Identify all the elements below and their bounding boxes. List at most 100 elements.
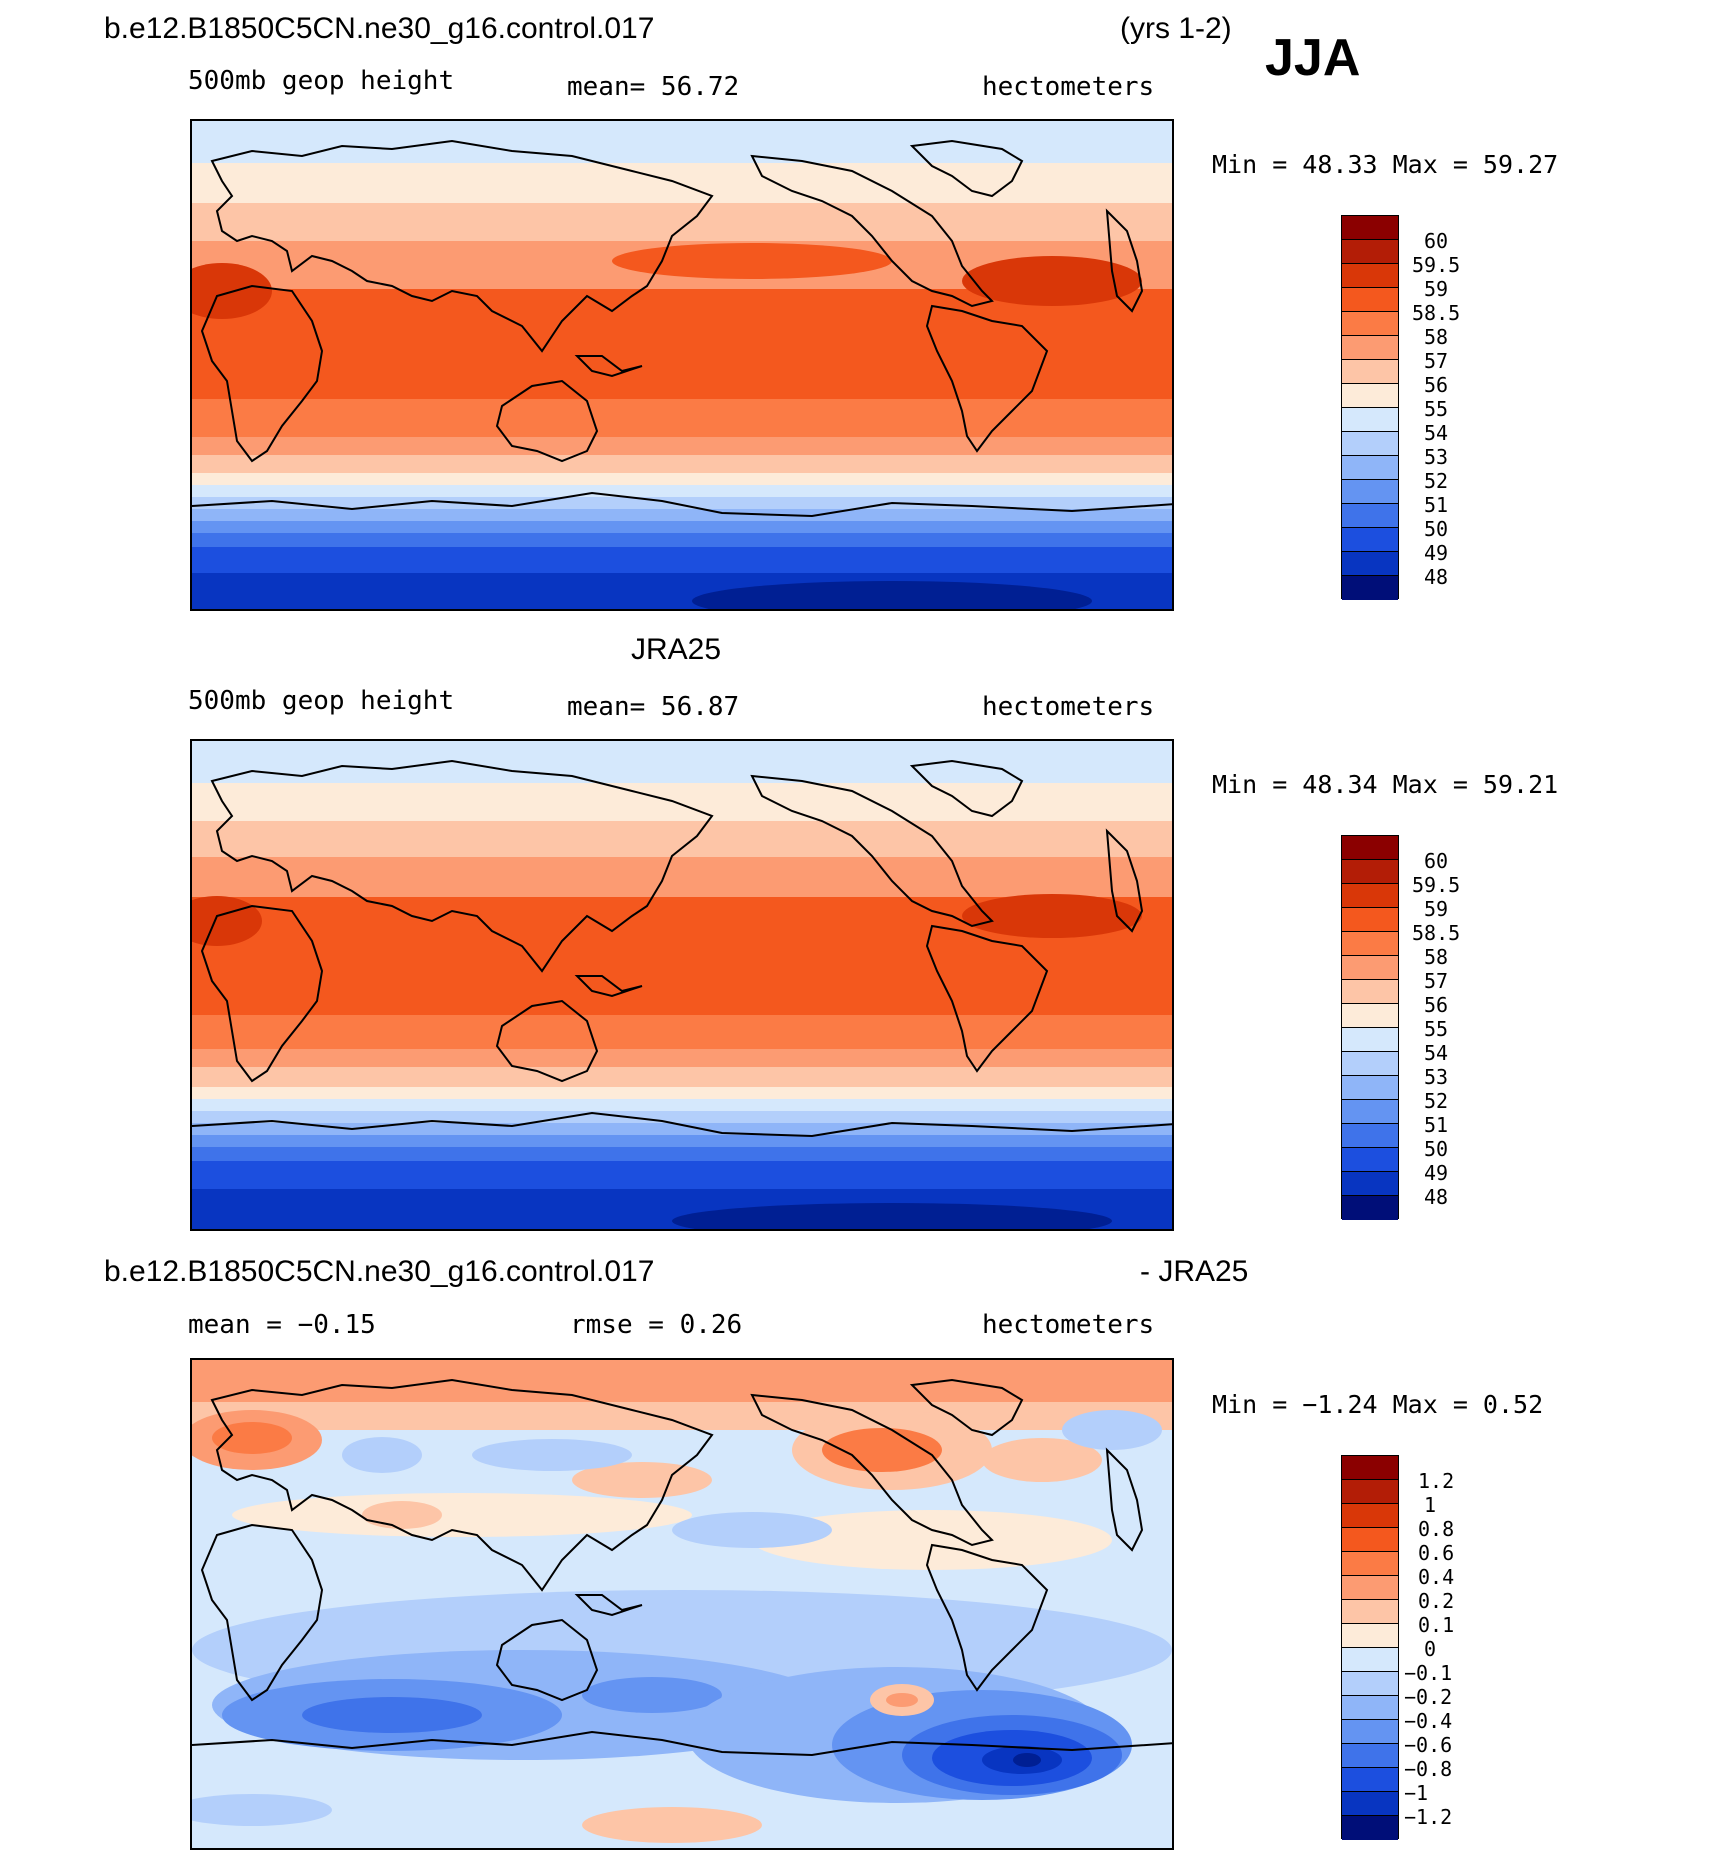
colorbar-swatch: [1342, 312, 1398, 336]
band: [192, 857, 1172, 897]
colorbar-swatch: [1342, 1816, 1398, 1840]
high-center: [692, 581, 1092, 609]
anomaly: [582, 1677, 722, 1713]
band: [192, 497, 1172, 509]
colorbar-swatch: [1342, 932, 1398, 956]
colorbar-label: 48: [1424, 565, 1449, 589]
anomaly: [672, 1512, 832, 1548]
colorbar-label: 53: [1424, 1065, 1449, 1089]
anomaly: [982, 1438, 1102, 1482]
panel2-colorbar: [1341, 835, 1399, 1220]
case-title: b.e12.B1850C5CN.ne30_g16.control.017: [104, 12, 655, 45]
band: [192, 399, 1172, 437]
band: [192, 741, 1172, 783]
colorbar-label: 0: [1424, 1637, 1437, 1661]
colorbar-label: −1.2: [1404, 1805, 1453, 1829]
colorbar-label: 52: [1424, 469, 1449, 493]
colorbar-swatch: [1342, 1004, 1398, 1028]
colorbar-swatch: [1342, 860, 1398, 884]
band: [192, 509, 1172, 521]
band: [192, 783, 1172, 821]
panel1-map: [190, 119, 1174, 611]
panel3-colorbar: [1341, 1455, 1399, 1840]
colorbar-label: 1.2: [1418, 1469, 1455, 1493]
colorbar-swatch: [1342, 360, 1398, 384]
colorbar-swatch: [1342, 1648, 1398, 1672]
anomaly: [752, 1510, 1112, 1570]
panel3-title-right: - JRA25: [1140, 1255, 1249, 1288]
panel1-variable: 500mb geop height: [188, 66, 455, 96]
colorbar-label: 56: [1424, 373, 1449, 397]
panel3-rmse: rmse = 0.26: [570, 1310, 743, 1340]
colorbar-swatch: [1342, 1624, 1398, 1648]
colorbar-swatch: [1342, 956, 1398, 980]
band: [192, 1111, 1172, 1123]
colorbar-label: −0.1: [1404, 1661, 1453, 1685]
colorbar-label: 48: [1424, 1185, 1449, 1209]
band: [192, 1123, 1172, 1135]
band: [192, 1135, 1172, 1147]
colorbar-label: −0.2: [1404, 1685, 1453, 1709]
colorbar-swatch: [1342, 1052, 1398, 1076]
band: [192, 1099, 1172, 1111]
anomaly: [192, 1794, 332, 1826]
colorbar-label: −0.8: [1404, 1757, 1453, 1781]
colorbar-swatch: [1342, 1100, 1398, 1124]
colorbar-swatch: [1342, 1076, 1398, 1100]
colorbar-swatch: [1342, 908, 1398, 932]
anomaly: [342, 1437, 422, 1473]
colorbar-label: 60: [1424, 849, 1449, 873]
panel2-map: [190, 739, 1174, 1231]
colorbar-label: 1: [1424, 1493, 1437, 1517]
colorbar-label: 51: [1424, 1113, 1449, 1137]
band: [192, 1067, 1172, 1087]
coastlines: [192, 139, 1172, 518]
colorbar-swatch: [1342, 456, 1398, 480]
anomaly: [1013, 1753, 1041, 1767]
anomaly: [822, 1428, 942, 1472]
colorbar-swatch: [1342, 216, 1398, 240]
colorbar-label: 59: [1424, 897, 1449, 921]
colorbar-swatch: [1342, 432, 1398, 456]
colorbar-label: 58: [1424, 325, 1449, 349]
colorbar-label: 59.5: [1412, 873, 1461, 897]
anomaly: [886, 1693, 918, 1707]
colorbar-label: 50: [1424, 517, 1449, 541]
colorbar-label: 57: [1424, 349, 1449, 373]
colorbar-label: 0.2: [1418, 1589, 1455, 1613]
colorbar-swatch: [1342, 336, 1398, 360]
colorbar-label: 0.6: [1418, 1541, 1455, 1565]
panel3-units: hectometers: [982, 1310, 1155, 1340]
colorbar-swatch: [1342, 576, 1398, 600]
anomaly: [362, 1501, 442, 1529]
colorbar-swatch: [1342, 1148, 1398, 1172]
band: [192, 1161, 1172, 1189]
anomaly: [472, 1439, 632, 1471]
colorbar-label: 55: [1424, 397, 1449, 421]
coastlines: [192, 759, 1172, 1138]
band: [192, 485, 1172, 497]
colorbar-swatch: [1342, 1600, 1398, 1624]
panel2-title: JRA25: [631, 633, 722, 666]
colorbar-label: 51: [1424, 493, 1449, 517]
band: [192, 437, 1172, 455]
colorbar-swatch: [1342, 528, 1398, 552]
colorbar-swatch: [1342, 240, 1398, 264]
colorbar-swatch: [1342, 1792, 1398, 1816]
colorbar-label: −0.6: [1404, 1733, 1453, 1757]
band: [192, 1049, 1172, 1067]
panel2-minmax: Min = 48.34 Max = 59.21: [1212, 770, 1559, 799]
colorbar-label: 58.5: [1412, 921, 1461, 945]
colorbar-swatch: [1342, 1028, 1398, 1052]
band: [192, 203, 1172, 241]
panel3-title: b.e12.B1850C5CN.ne30_g16.control.017: [104, 1255, 655, 1288]
coastlines: [192, 1378, 1172, 1757]
colorbar-swatch: [1342, 1720, 1398, 1744]
band: [192, 1015, 1172, 1049]
colorbar-label: 54: [1424, 421, 1449, 445]
season-label: JJA: [1265, 29, 1361, 87]
anomaly: [302, 1697, 482, 1733]
colorbar-label: 54: [1424, 1041, 1449, 1065]
colorbar-label: 53: [1424, 445, 1449, 469]
colorbar-swatch: [1342, 1172, 1398, 1196]
